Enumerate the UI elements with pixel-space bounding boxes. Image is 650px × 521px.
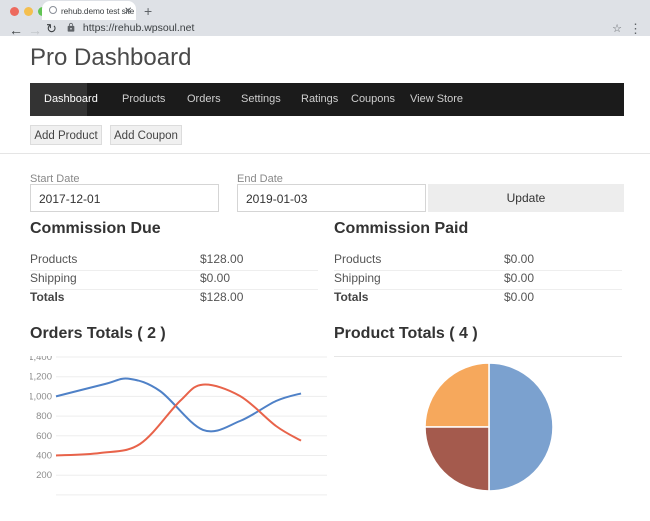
svg-text:1,200: 1,200 xyxy=(30,372,52,383)
svg-text:800: 800 xyxy=(36,411,52,422)
svg-text:600: 600 xyxy=(36,431,52,442)
svg-text:400: 400 xyxy=(36,451,52,462)
svg-text:1,000: 1,000 xyxy=(30,391,52,402)
svg-text:200: 200 xyxy=(36,470,52,481)
svg-text:1,400: 1,400 xyxy=(30,356,52,363)
